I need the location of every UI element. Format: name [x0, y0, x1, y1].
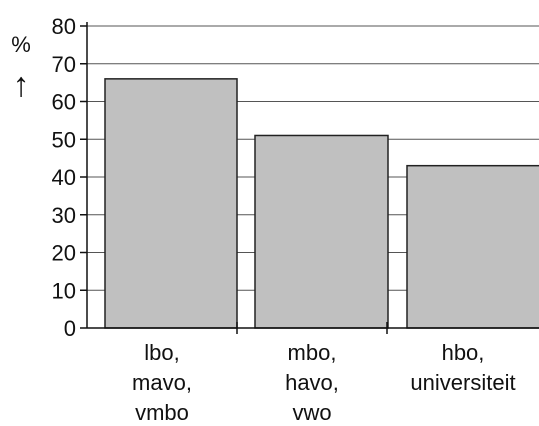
x-tick-label-line: vmbo — [135, 400, 189, 421]
y-tick-label: 10 — [52, 278, 76, 303]
x-tick-labels: lbo, mavo, vmbo mbo, havo, vwo hbo, universitei… — [132, 322, 516, 425]
bar — [406, 164, 539, 329]
y-tick-label: 60 — [52, 90, 76, 115]
bars — [104, 78, 539, 329]
y-axis-label: % — [11, 32, 31, 57]
x-tick-label-line: havo, — [285, 370, 339, 395]
y-tick-labels: 0 10 20 30 40 50 60 70 80 — [52, 14, 87, 341]
y-tick-label: 20 — [52, 241, 76, 266]
y-tick-label: 0 — [64, 316, 76, 341]
y-axis-arrow-icon: ↑ — [13, 66, 30, 104]
x-tick-label: hbo, universiteit — [410, 340, 515, 395]
y-tick-label: 70 — [52, 52, 76, 77]
y-tick-label: 30 — [52, 203, 76, 228]
x-tick-label-line: vwo — [292, 400, 331, 421]
x-tick-label-line: mbo, — [288, 340, 337, 365]
y-tick-label: 40 — [52, 165, 76, 190]
x-tick-label-line: hbo, — [442, 340, 485, 365]
x-tick-label: mbo, havo, vwo — [285, 340, 339, 421]
y-tick-label: 50 — [52, 127, 76, 152]
bar — [104, 78, 238, 329]
bar — [254, 134, 389, 329]
x-tick-label-line: universiteit — [410, 370, 515, 395]
x-tick-label-line: mavo, — [132, 370, 192, 395]
y-tick-label: 80 — [52, 14, 76, 39]
axes — [86, 22, 539, 329]
x-tick-label-line: lbo, — [144, 340, 179, 365]
x-tick-label: lbo, mavo, vmbo — [132, 340, 192, 421]
